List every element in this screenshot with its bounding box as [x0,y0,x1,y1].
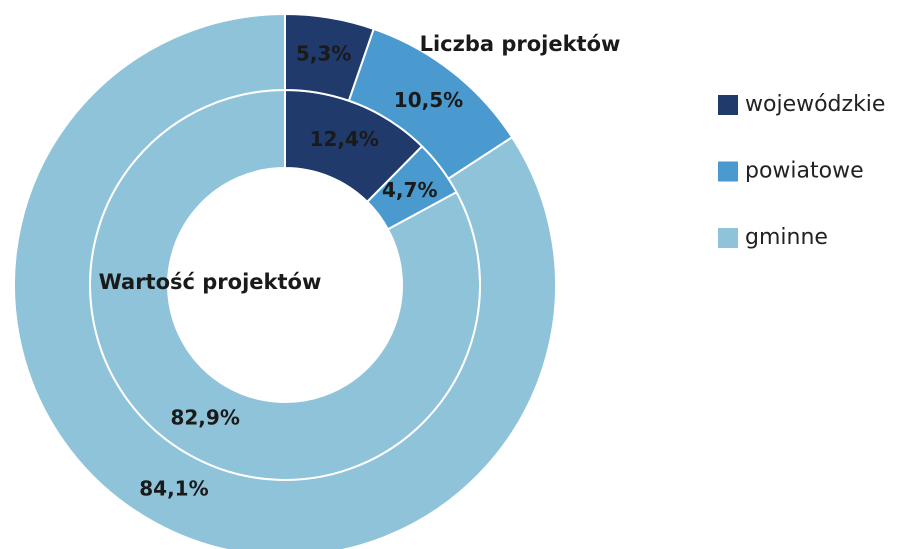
data-label: 82,9% [170,406,239,430]
legend-label: gminne [745,225,828,250]
data-label: 12,4% [310,127,379,151]
data-label: 4,7% [382,178,437,202]
legend-label: wojewódzkie [745,92,885,117]
outer-ring-label: Liczba projektów [420,32,621,56]
data-label: 5,3% [296,42,351,66]
data-label: 84,1% [139,476,208,500]
data-label: 10,5% [394,88,463,112]
legend-swatch [718,161,738,182]
donut-segment [284,12,375,103]
donut-segment [13,12,557,549]
legend-label: powiatowe [745,159,864,184]
donut-segment [347,27,514,180]
legend-swatch [718,95,738,115]
inner-ring-label: Wartość projektów [99,270,322,294]
legend-swatch [718,228,738,248]
